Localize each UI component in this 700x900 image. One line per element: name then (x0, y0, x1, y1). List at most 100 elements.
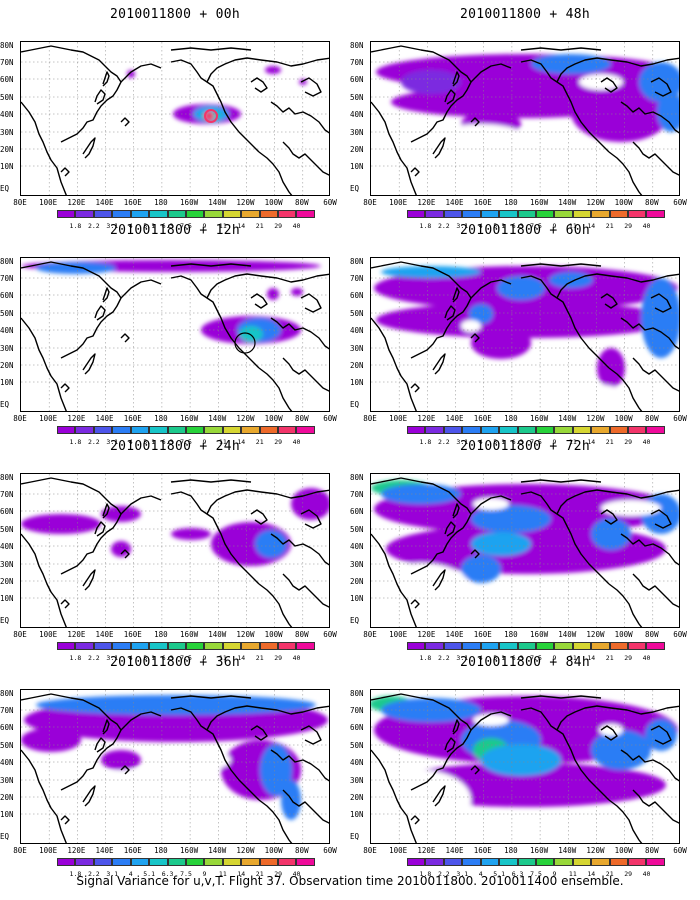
legend-level: 9 (552, 222, 557, 230)
legend-level: 3.1 (456, 654, 469, 662)
panel-title: 2010011800 + 48h (459, 7, 591, 22)
legend-swatch (130, 426, 150, 434)
coastline (170, 47, 252, 51)
x-axis-label: 80E (363, 846, 377, 855)
legend-level: 21 (255, 222, 264, 230)
legend-level: 1.8 (419, 222, 432, 230)
legend-swatch (149, 858, 168, 866)
color-legend (57, 858, 315, 868)
legend-swatch (591, 210, 610, 218)
legend-level: 1.8 (419, 654, 432, 662)
legend-swatch (425, 426, 444, 434)
coastline (120, 495, 162, 515)
legend-swatch (259, 210, 279, 218)
y-axis-label: 40N (350, 758, 364, 767)
y-axis-label: 50N (350, 741, 364, 750)
map-panel: 2010011800 + 12h 80N 70N 60N 50N 40N 30N 20N 10N… (0, 216, 350, 446)
variance-shading (381, 266, 481, 278)
coastline (206, 705, 329, 731)
legend-level: 3.1 (106, 438, 119, 446)
legend-swatch (462, 426, 481, 434)
legend-swatch (93, 858, 113, 866)
legend-swatch (591, 642, 610, 650)
legend-level: 6.3 (511, 438, 524, 446)
x-axis-label: 140W (558, 414, 577, 423)
legend-level: 2.2 (437, 870, 450, 878)
coastline (632, 573, 679, 608)
coastline (250, 509, 268, 525)
legend-swatch (425, 642, 444, 650)
y-axis-label: 40N (350, 326, 364, 335)
map-canvas (371, 690, 679, 843)
y-axis-label: 70N (350, 58, 364, 67)
legend-level: 6.3 (511, 654, 524, 662)
variance-shading (597, 348, 625, 388)
legend-level: 21 (255, 438, 264, 446)
legend-swatch (443, 642, 463, 650)
coastline (520, 491, 610, 585)
legend-swatch (222, 210, 242, 218)
legend-swatch (572, 210, 592, 218)
x-axis-label: 120W (236, 414, 255, 423)
legend-labels: 1.8 2.2 3.1 4 5.1 6.3 7.5 9 11 14 21 29 40 (407, 654, 665, 663)
x-axis-label: 60W (673, 846, 687, 855)
map-panel: 2010011800 + 72h 80N 70N 60N 50N 40N 30N 20N 10N… (350, 432, 700, 662)
legend-swatch (462, 210, 481, 218)
legend-level: 14 (237, 654, 246, 662)
coastline (120, 117, 130, 127)
legend-level: 9 (552, 654, 557, 662)
coastline (21, 533, 67, 627)
y-axis-label: 20N (0, 145, 14, 154)
variance-shading (657, 92, 679, 132)
coastline (82, 569, 96, 591)
map-plot (370, 257, 680, 412)
y-axis-label: 30N (0, 344, 14, 353)
legend-swatch (112, 642, 131, 650)
x-axis-label: 160E (473, 414, 492, 423)
y-axis-label: 50N (350, 93, 364, 102)
coastline (632, 789, 679, 824)
legend-level: 4 (128, 438, 133, 446)
coastline (470, 333, 480, 343)
variance-shading (127, 70, 135, 78)
coastline (371, 45, 472, 143)
variance-shading (471, 327, 531, 359)
panel-title: 2010011800 + 72h (459, 439, 591, 454)
legend-swatch (443, 858, 463, 866)
coastline (452, 719, 460, 735)
panel-title: 2010011800 + 12h (109, 223, 241, 238)
y-axis-label: EQ (0, 400, 10, 409)
legend-level: 14 (237, 222, 246, 230)
y-axis-label: 30N (350, 344, 364, 353)
y-axis-label: 20N (0, 361, 14, 370)
coastline (620, 749, 679, 782)
legend-level: 21 (605, 870, 614, 878)
y-axis-label: 70N (0, 274, 14, 283)
legend-level: 4 (478, 438, 483, 446)
legend-level: 4 (128, 222, 133, 230)
x-axis-label: 60W (323, 198, 337, 207)
y-axis-label: 20N (350, 361, 364, 370)
legend-level: 5.1 (493, 654, 506, 662)
variance-shading (291, 288, 303, 296)
legend-level: 2.2 (437, 654, 450, 662)
low-variance-area (381, 140, 481, 184)
legend-swatch (222, 858, 242, 866)
coastline (21, 317, 67, 411)
coastline (270, 533, 329, 566)
legend-level: 40 (642, 438, 651, 446)
y-axis-label: 50N (0, 93, 14, 102)
x-axis-label: 120W (586, 630, 605, 639)
legend-level: 3.1 (456, 870, 469, 878)
x-axis-label: 140E (95, 198, 114, 207)
x-axis-label: 120E (417, 630, 436, 639)
legend-swatch (480, 426, 500, 434)
low-variance-area (473, 714, 509, 726)
legend-level: 2.2 (87, 654, 100, 662)
map-canvas (371, 42, 679, 195)
color-legend (407, 858, 665, 868)
x-axis-label: 80W (645, 414, 659, 423)
x-axis-label: 80W (295, 630, 309, 639)
map-canvas (21, 258, 329, 411)
coastline (102, 503, 110, 519)
